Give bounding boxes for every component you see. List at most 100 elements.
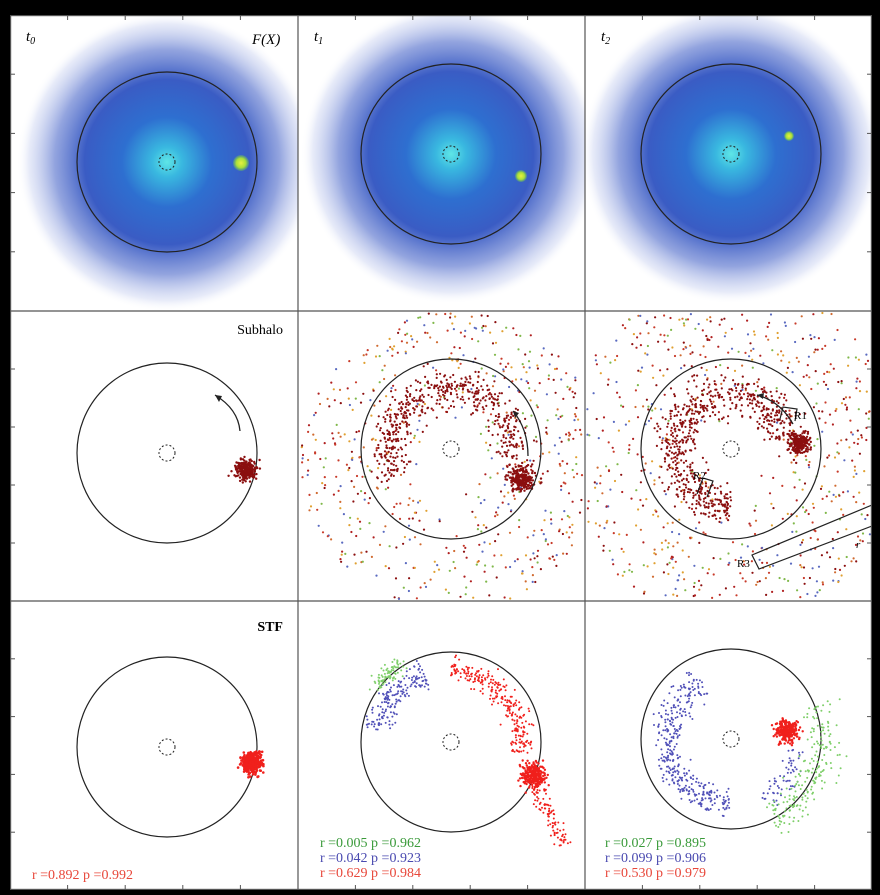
particle xyxy=(741,313,744,316)
particle xyxy=(682,710,685,713)
particle xyxy=(397,680,400,683)
particle xyxy=(653,548,656,551)
particle xyxy=(700,782,703,785)
particle xyxy=(762,426,765,429)
particle xyxy=(668,561,671,564)
particle xyxy=(398,517,402,520)
particle xyxy=(806,430,810,434)
particle xyxy=(744,351,747,354)
particle xyxy=(700,366,703,369)
particle xyxy=(669,720,672,723)
particle xyxy=(676,462,679,465)
particle xyxy=(371,708,374,711)
particle xyxy=(546,470,549,473)
particle xyxy=(856,442,859,445)
particle xyxy=(788,788,791,791)
particle xyxy=(463,335,466,338)
particle xyxy=(449,376,452,379)
particle xyxy=(398,699,400,702)
particle xyxy=(559,415,562,418)
particle xyxy=(645,498,648,501)
particle xyxy=(392,445,395,448)
particle xyxy=(661,441,664,444)
particle xyxy=(718,323,721,326)
particle xyxy=(518,701,521,704)
particle xyxy=(804,510,807,514)
particle xyxy=(247,769,250,772)
particle xyxy=(392,433,395,436)
particle xyxy=(763,417,766,421)
particle xyxy=(391,354,394,357)
particle xyxy=(830,500,833,503)
particle xyxy=(655,384,658,387)
particle xyxy=(663,457,666,460)
particle xyxy=(528,350,532,353)
particle xyxy=(383,377,386,381)
particle xyxy=(548,809,551,812)
particle xyxy=(729,407,732,410)
particle xyxy=(468,375,471,378)
particle xyxy=(520,750,523,753)
particle xyxy=(674,587,677,590)
particle xyxy=(592,392,595,395)
particle xyxy=(709,499,712,502)
particle xyxy=(860,436,863,439)
particle xyxy=(688,506,691,509)
particle xyxy=(415,463,418,466)
particle xyxy=(498,415,501,418)
particle xyxy=(348,403,351,407)
particle xyxy=(836,531,839,534)
particle xyxy=(488,682,490,685)
particle xyxy=(397,430,400,434)
particle xyxy=(776,792,779,795)
particle xyxy=(825,383,828,386)
particle xyxy=(739,389,742,392)
particle xyxy=(492,397,495,400)
particle xyxy=(515,446,518,449)
stat-line: r =0.629 p =0.984 xyxy=(320,866,421,881)
particle xyxy=(385,669,388,671)
particle xyxy=(828,371,831,374)
particle xyxy=(499,723,502,726)
particle xyxy=(239,457,242,460)
particle xyxy=(509,436,512,439)
particle xyxy=(666,468,669,471)
particle xyxy=(673,481,676,484)
particle xyxy=(546,543,550,546)
particle xyxy=(502,424,505,427)
particle xyxy=(805,447,808,451)
particle xyxy=(392,684,395,687)
particle xyxy=(762,362,765,365)
particle xyxy=(672,737,675,740)
particle xyxy=(770,524,773,527)
particle xyxy=(525,487,528,491)
particle xyxy=(689,472,693,475)
particle xyxy=(541,759,545,762)
particle xyxy=(533,793,536,796)
particle xyxy=(510,411,513,414)
particle xyxy=(440,388,443,391)
particle xyxy=(467,390,470,393)
particle xyxy=(731,402,734,405)
particle xyxy=(393,712,396,715)
particle xyxy=(521,572,524,575)
particle xyxy=(378,400,381,403)
particle xyxy=(759,354,762,357)
particle xyxy=(686,779,689,782)
particle xyxy=(350,530,353,534)
particle xyxy=(711,514,714,517)
particle xyxy=(682,788,685,791)
particle xyxy=(387,486,390,489)
particle xyxy=(391,715,394,718)
particle xyxy=(526,459,529,462)
particle xyxy=(410,683,413,686)
particle xyxy=(361,475,364,478)
particle xyxy=(524,720,527,723)
particle xyxy=(677,764,680,767)
particle xyxy=(775,387,778,390)
particle xyxy=(822,380,825,383)
particle xyxy=(697,494,701,497)
particle xyxy=(856,377,859,380)
particle xyxy=(525,770,528,773)
particle xyxy=(353,485,356,488)
